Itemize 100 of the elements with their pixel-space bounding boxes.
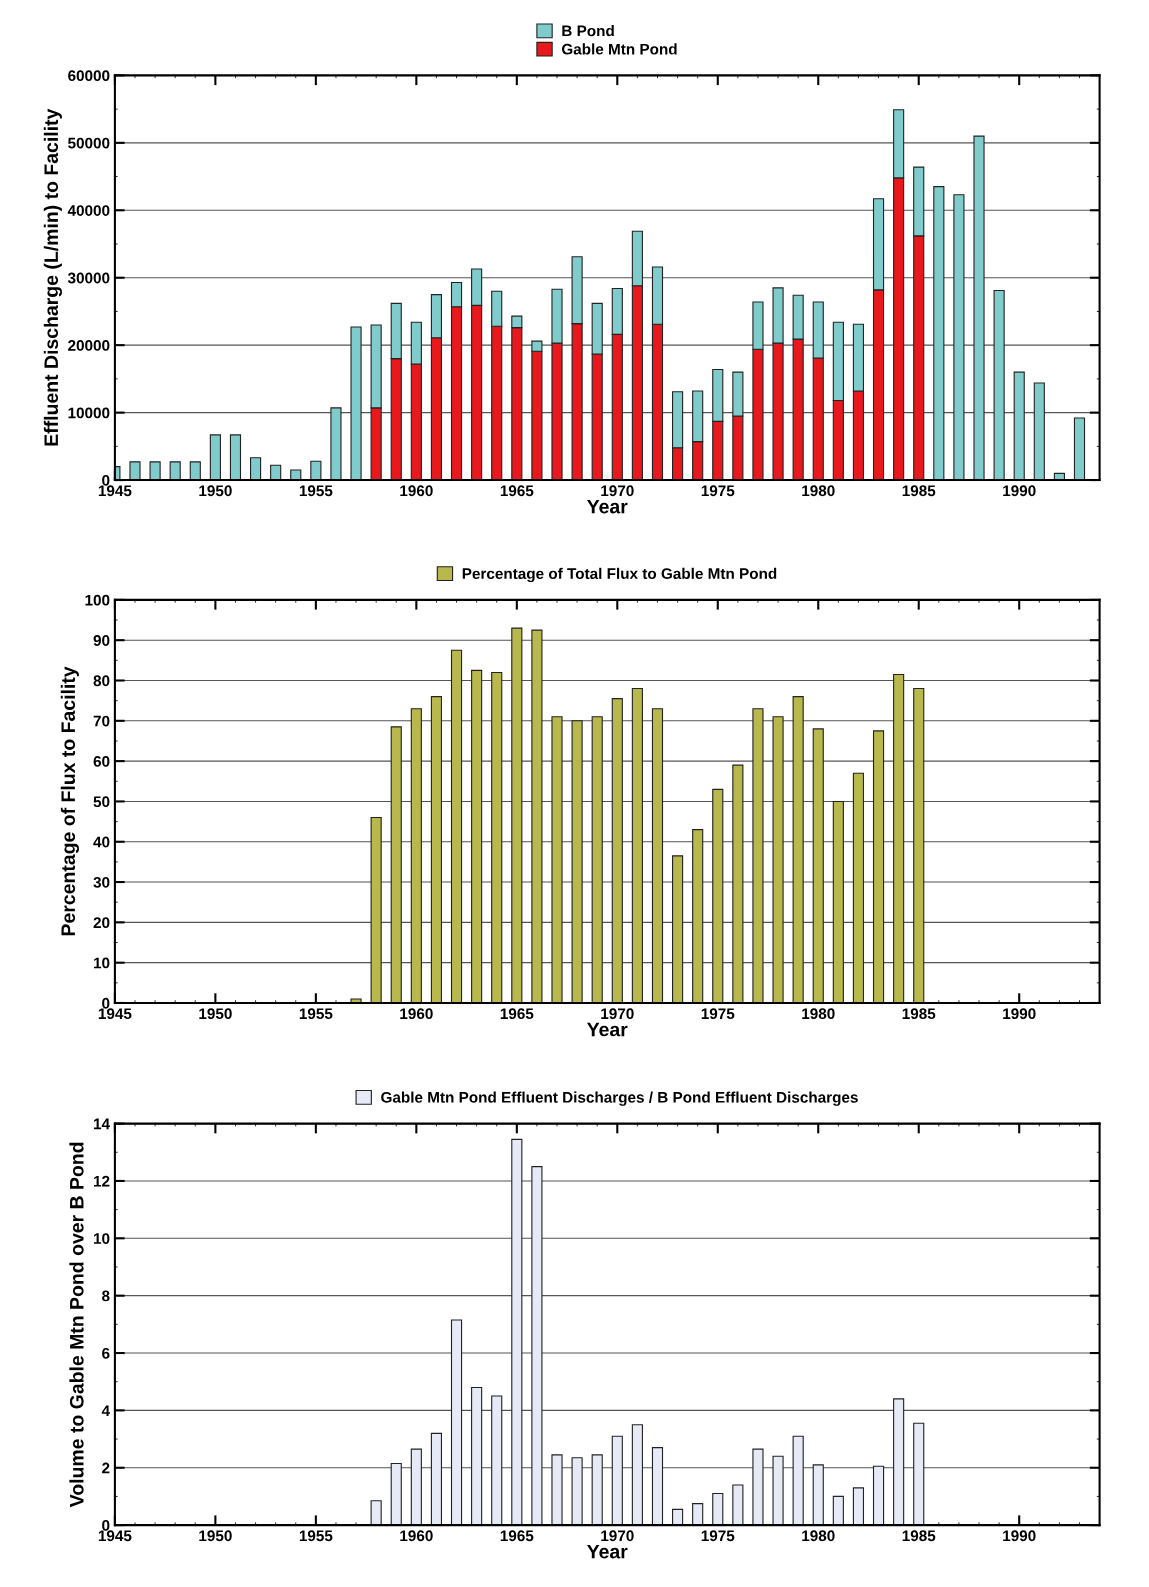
- bar: [410, 708, 422, 1003]
- bar: [752, 708, 764, 1003]
- x-tick-label: 1975: [701, 1008, 735, 1020]
- bar: [370, 817, 382, 1003]
- y-tick-label: 14: [94, 1118, 110, 1130]
- bar: [913, 688, 925, 1003]
- bar: [692, 1503, 704, 1526]
- x-tick-label: 1945: [98, 485, 132, 497]
- bar: [1073, 417, 1086, 481]
- bar: [893, 1398, 905, 1526]
- y-tick-label: 20: [93, 917, 110, 929]
- y-tick-label: 30: [93, 876, 110, 888]
- y-tick-label: 40000: [67, 205, 110, 216]
- y-tick-label: 30000: [67, 272, 110, 284]
- y-tick-label: 12: [94, 1175, 110, 1187]
- bar: [350, 326, 362, 481]
- y-tick-label: 8: [102, 1290, 110, 1302]
- x-tick-label: 1950: [199, 485, 232, 497]
- y-axis-title: Volume to Gable Mtn Pond over B Pond: [69, 1142, 84, 1508]
- bar: [893, 673, 905, 1003]
- x-tick-label: 1945: [98, 1008, 132, 1020]
- bar: [672, 1508, 684, 1526]
- y-tick-label: 20000: [68, 340, 110, 351]
- x-tick-label: 1975: [701, 485, 735, 497]
- bar: [591, 1454, 603, 1526]
- bar: [450, 649, 463, 1003]
- bar: [390, 1462, 402, 1526]
- bar: [712, 788, 724, 1003]
- y-tick-label: 50000: [68, 137, 110, 149]
- bar: [872, 730, 885, 1003]
- x-tick-label: 1945: [98, 1530, 132, 1542]
- y-tick-label: 10: [94, 1233, 110, 1244]
- bar: [430, 696, 443, 1003]
- y-tick-label: 6: [102, 1347, 110, 1359]
- y-tick-label: 60: [93, 755, 110, 767]
- bar: [189, 461, 201, 481]
- x-tick-label: 1955: [299, 1530, 333, 1542]
- x-tick-label: 1960: [400, 1530, 433, 1542]
- bar: [471, 1386, 483, 1526]
- y-tick-label: 70: [93, 715, 110, 727]
- bar: [631, 1424, 643, 1526]
- y-axis-title: Percentage of Flux to Facility: [60, 666, 79, 936]
- bar: [450, 1319, 463, 1526]
- x-tick-label: 1960: [400, 1008, 433, 1020]
- bar: [591, 716, 603, 1003]
- x-tick-label: 1965: [500, 485, 534, 497]
- x-tick-label: 1980: [802, 1008, 835, 1020]
- bar: [149, 461, 161, 481]
- bar: [350, 998, 362, 1003]
- bar: [792, 1435, 804, 1526]
- bar: [551, 1454, 563, 1526]
- bar: [812, 1464, 824, 1526]
- y-tick-label: 50: [93, 796, 110, 808]
- x-tick-label: 1970: [601, 485, 634, 497]
- x-axis-title: Year: [587, 1022, 628, 1037]
- bar: [611, 1435, 623, 1526]
- bar: [531, 1166, 543, 1526]
- bar: [631, 688, 643, 1003]
- x-tick-label: 1985: [902, 485, 936, 497]
- legend-label: Gable Mtn Pond: [561, 43, 677, 55]
- legend-label: Percentage of Total Flux to Gable Mtn Pond: [462, 567, 777, 583]
- bar: [169, 461, 181, 481]
- bar: [772, 716, 784, 1003]
- bar: [571, 720, 583, 1003]
- bar: [330, 407, 342, 481]
- x-tick-label: 1965: [500, 1530, 534, 1542]
- bar: [651, 1447, 664, 1526]
- x-tick-label: 1980: [802, 485, 835, 497]
- x-tick-label: 1990: [1003, 1008, 1036, 1020]
- y-tick-label: 10000: [68, 407, 110, 419]
- bar: [611, 698, 623, 1003]
- bar: [732, 764, 744, 1003]
- legend-label: Gable Mtn Pond Effluent Discharges / B Pond Effluent Discharges: [381, 1091, 858, 1106]
- y-tick-label: 2: [102, 1462, 110, 1474]
- bar: [430, 1432, 443, 1526]
- y-tick-label: 10: [94, 957, 110, 969]
- bar: [410, 1448, 422, 1526]
- bar: [209, 434, 221, 481]
- y-axis-title: Effluent Discharge (L/min) to Facility: [43, 108, 62, 446]
- x-tick-label: 1970: [601, 1530, 634, 1542]
- bar: [651, 708, 664, 1003]
- bar: [832, 800, 844, 1003]
- x-tick-label: 1985: [902, 1530, 936, 1542]
- bar: [310, 460, 322, 481]
- bar: [832, 1495, 844, 1526]
- bar: [491, 1395, 503, 1526]
- y-tick-label: 90: [93, 635, 110, 646]
- x-tick-label: 1975: [701, 1530, 735, 1542]
- x-axis-title: Year: [587, 1544, 628, 1559]
- bar: [229, 434, 242, 481]
- x-tick-label: 1990: [1003, 1530, 1036, 1542]
- bar: [270, 464, 282, 481]
- bar: [511, 1138, 523, 1526]
- bar: [511, 627, 523, 1003]
- x-tick-label: 1955: [299, 485, 333, 497]
- bar: [551, 716, 563, 1003]
- bar: [933, 186, 945, 481]
- bar: [792, 696, 804, 1003]
- x-tick-label: 1985: [902, 1008, 936, 1020]
- y-tick-label: 0: [102, 997, 110, 1009]
